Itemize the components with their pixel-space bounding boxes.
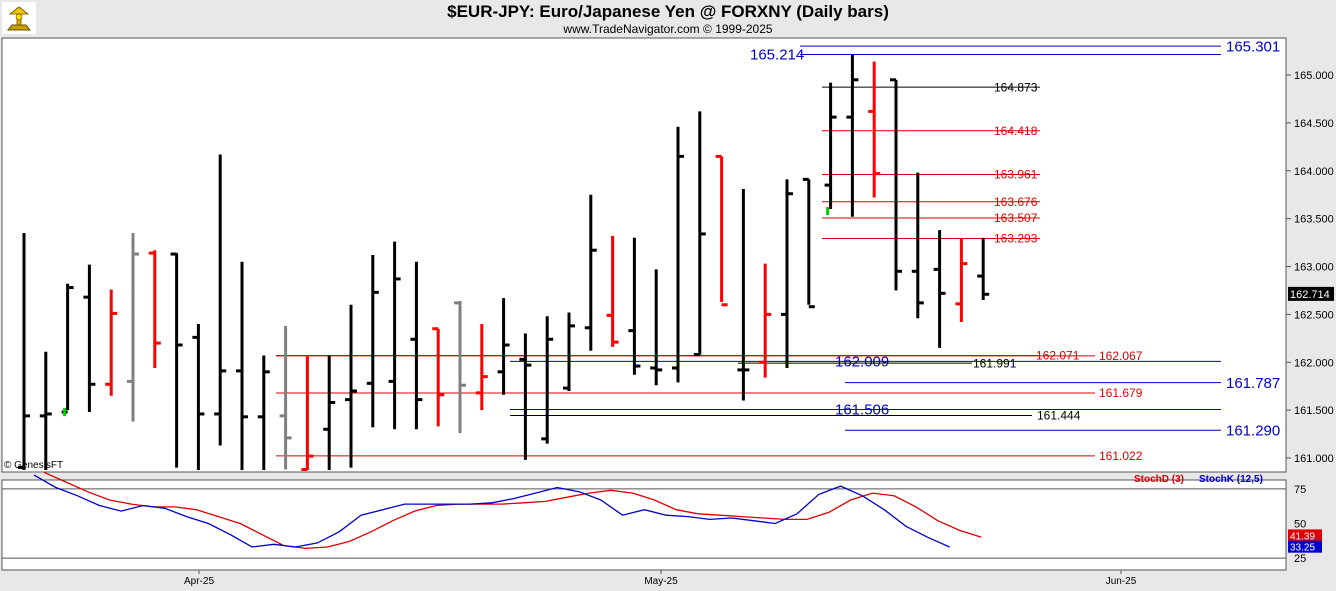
ohlc-bar <box>83 264 96 413</box>
price-panel <box>1 37 1287 473</box>
y-tick-label: 162.500 <box>1294 309 1334 321</box>
ohlc-bar <box>18 232 30 470</box>
ohlc-bar <box>192 323 205 470</box>
ohlc-bar <box>410 261 423 430</box>
price-level-label: 161.787 <box>1226 375 1280 392</box>
price-level-label: 162.067 <box>1099 349 1143 363</box>
ohlc-bar <box>61 283 74 417</box>
ohlc-bar <box>301 355 314 471</box>
price-level-label: 161.022 <box>1099 449 1143 463</box>
stoch-tick-label: 25 <box>1294 553 1306 565</box>
ohlc-bar <box>737 188 750 401</box>
last-price-label: 162.714 <box>1290 289 1330 301</box>
ohlc-bar <box>563 312 575 391</box>
price-level-label: 161.679 <box>1099 386 1143 400</box>
ohlc-bar <box>279 325 292 470</box>
stochd-legend: StochD (3) <box>1134 474 1184 485</box>
price-level-label: 165.301 <box>1226 38 1280 55</box>
ohlc-bar <box>911 172 924 319</box>
y-tick-label: 163.500 <box>1294 214 1334 226</box>
y-tick-label: 165.000 <box>1294 70 1334 82</box>
y-tick-label: 162.000 <box>1294 357 1334 369</box>
stoch-tick-label: 50 <box>1294 519 1306 531</box>
price-level-label: 161.290 <box>1226 422 1280 439</box>
ohlc-bar <box>890 78 902 291</box>
ohlc-bar <box>846 54 859 217</box>
y-tick-label: 161.000 <box>1294 453 1334 465</box>
stoch-tick-label: 75 <box>1294 484 1306 496</box>
ohlc-bar <box>781 179 793 368</box>
ohlc-bar <box>933 230 946 348</box>
ohlc-bar <box>759 263 772 378</box>
ohlc-bar <box>824 82 837 216</box>
chart-title: $EUR-JPY: Euro/Japanese Yen @ FORXNY (Da… <box>447 2 889 21</box>
price-level-label: 165.214 <box>750 47 804 64</box>
stochd-value: 41.39 <box>1290 531 1315 542</box>
price-level-label: 161.444 <box>1037 409 1081 423</box>
ohlc-bar <box>236 261 248 470</box>
ohlc-bar <box>323 355 336 470</box>
y-tick-label: 164.500 <box>1294 118 1334 130</box>
stochk-value-badge <box>1288 540 1322 553</box>
ohlc-bar <box>693 111 706 357</box>
ohlc-bar <box>432 327 445 427</box>
price-level-label: 164.418 <box>994 124 1038 138</box>
price-level-label: 161.506 <box>835 402 889 419</box>
ohlc-bar <box>127 232 139 422</box>
x-tick-label: Apr-25 <box>184 576 214 587</box>
chart-header: $EUR-JPY: Euro/Japanese Yen @ FORXNY (Da… <box>0 0 1336 38</box>
ohlc-bar <box>170 252 183 468</box>
y-tick-label: 161.500 <box>1294 405 1334 417</box>
y-tick-label: 164.000 <box>1294 166 1334 178</box>
price-level-label: 164.873 <box>994 80 1038 94</box>
ohlc-bar <box>214 154 227 446</box>
stochk-legend: StochK (12,5) <box>1199 474 1263 485</box>
genesis-logo-icon <box>2 2 36 34</box>
ohlc-bar <box>584 194 597 351</box>
x-tick-label: May-25 <box>644 576 678 587</box>
stochd-value-badge <box>1288 529 1322 542</box>
ohlc-bar <box>366 255 379 428</box>
y-tick-label: 163.000 <box>1294 262 1334 274</box>
ohlc-bar <box>475 323 488 411</box>
ohlc-bar <box>606 235 619 347</box>
ohlc-bar <box>868 61 881 198</box>
ohlc-bar <box>519 333 532 460</box>
ohlc-bar <box>628 237 641 375</box>
x-tick-label: Jun-25 <box>1106 576 1137 587</box>
ohlc-bar <box>257 355 270 470</box>
stochk-value: 33.25 <box>1290 543 1315 554</box>
ohlc-bar <box>454 300 466 434</box>
ohlc-bar <box>672 126 684 383</box>
watermark: © GenesisFT <box>4 460 63 471</box>
price-level-label: 161.991 <box>973 356 1017 370</box>
price-level-label: 163.676 <box>994 195 1038 209</box>
ohlc-bar <box>497 298 510 395</box>
stochastic-panel <box>1 479 1287 571</box>
stoch-series-line <box>33 474 950 548</box>
price-level-label: 163.961 <box>994 168 1038 182</box>
ohlc-bar <box>345 304 357 468</box>
price-level-label: 163.507 <box>994 211 1038 225</box>
price-level-label: 163.293 <box>994 232 1038 246</box>
ohlc-bar <box>650 269 663 386</box>
last-price-badge <box>1288 286 1334 301</box>
ohlc-bar <box>105 289 118 396</box>
ohlc-bar <box>715 154 728 307</box>
stoch-series-line <box>43 471 982 550</box>
ohlc-bar <box>955 238 968 323</box>
ohlc-bar <box>388 241 401 430</box>
ohlc-bar <box>39 351 52 470</box>
ohlc-bar <box>148 250 161 368</box>
ohlc-bar <box>802 177 815 309</box>
price-level-label: 162.009 <box>835 353 889 370</box>
ohlc-bar <box>977 237 990 301</box>
chart-subtitle: www.TradeNavigator.com © 1999-2025 <box>563 22 773 36</box>
ohlc-bar <box>541 316 554 444</box>
